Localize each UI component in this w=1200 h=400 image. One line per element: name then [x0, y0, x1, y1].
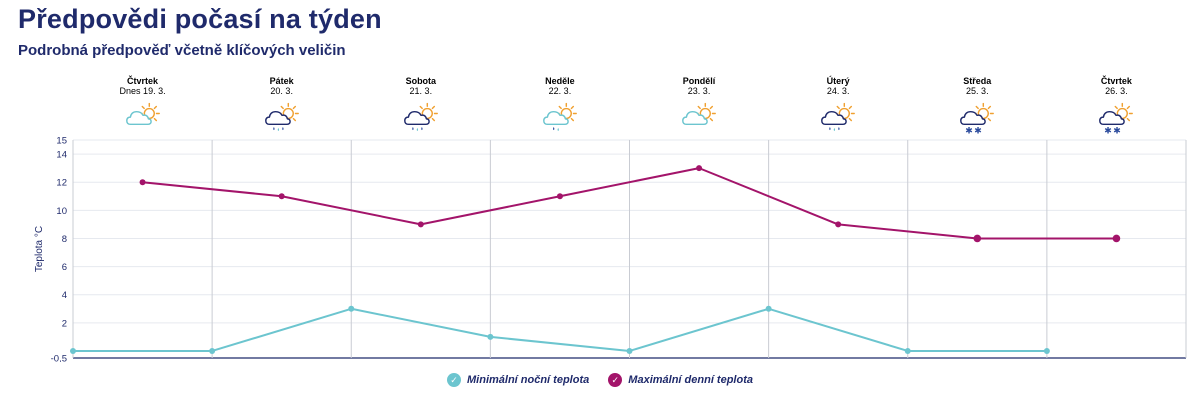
- y-tick-label: 12: [56, 178, 67, 189]
- page-title: Předpovědi počasí na týden: [18, 4, 382, 34]
- raindrops-icon: [552, 127, 559, 132]
- svg-text:✱: ✱: [975, 126, 983, 136]
- min-temp-point: [487, 333, 494, 340]
- max-temp-point: [139, 179, 146, 186]
- min-temp-point: [1043, 347, 1050, 354]
- day-name: Čtvrtek: [1100, 76, 1132, 86]
- day-date: 22. 3.: [548, 86, 572, 96]
- raindrops-icon: [272, 127, 284, 132]
- chart-legend: ✓ Minimální noční teplota ✓ Maximální de…: [0, 373, 1200, 387]
- snowflakes-icon: ✱ ✱: [1105, 126, 1122, 136]
- min-temp-point: [904, 347, 911, 354]
- max-temp-point: [696, 165, 703, 172]
- day-forecast[interactable]: Čtvrtek Dnes 19. 3.: [93, 76, 193, 136]
- y-tick-label: 2: [62, 318, 67, 329]
- day-name: Pátek: [269, 76, 294, 86]
- day-date: 26. 3.: [1105, 86, 1128, 96]
- legend-item-max[interactable]: ✓ Maximální denní teplota: [608, 373, 753, 387]
- svg-text:✱: ✱: [1105, 126, 1113, 136]
- temperature-chart: -0,5 2 4 6 8 10 12 14 15 Teplota °C: [34, 136, 1187, 363]
- cloud-icon: [403, 110, 430, 126]
- raindrops-icon: [829, 127, 840, 132]
- min-temp-point: [209, 347, 216, 354]
- min-temp-point: [626, 347, 633, 354]
- y-tick-label: 10: [56, 206, 67, 217]
- cloud-icon: [264, 110, 291, 126]
- cloud-icon: [125, 110, 152, 126]
- legend-check-icon: ✓: [447, 373, 461, 387]
- min-temp-point: [765, 305, 772, 312]
- cloud-icon: [543, 110, 569, 126]
- day-forecast[interactable]: Sobota 21. 3.: [371, 76, 471, 136]
- partly-cloudy-sun-icon: [125, 102, 160, 126]
- day-date: Dnes 19. 3.: [119, 86, 166, 96]
- day-forecast[interactable]: Úterý 24. 3.: [788, 76, 888, 136]
- svg-text:✱: ✱: [966, 126, 974, 136]
- y-axis-label: Teplota °C: [34, 226, 45, 272]
- max-temp-line: [142, 167, 1117, 240]
- day-name: Pondělí: [682, 76, 716, 86]
- min-temp-line: [73, 307, 1047, 352]
- day-forecast[interactable]: Pátek 20. 3.: [232, 76, 332, 136]
- cloud-icon: [821, 110, 848, 126]
- y-tick-label: 6: [62, 262, 67, 273]
- cloud-rain-sun-icon: [403, 102, 438, 132]
- min-temp-point: [348, 305, 355, 312]
- day-name: Sobota: [405, 76, 437, 86]
- y-tick-label: 14: [56, 150, 67, 161]
- y-tick-label: 15: [56, 136, 67, 147]
- day-forecast[interactable]: Neděle 22. 3.: [510, 76, 610, 136]
- day-forecast[interactable]: Středa 25. 3. ✱ ✱: [927, 76, 1027, 136]
- cloud-rain-sun-icon: [264, 102, 299, 132]
- min-temp-point: [70, 347, 76, 354]
- legend-label-min: Minimální noční teplota: [467, 374, 590, 386]
- cloud-icon: [960, 110, 987, 126]
- page-subtitle: Podrobná předpověď včetně klíčových veli…: [18, 42, 346, 59]
- day-name: Neděle: [545, 76, 575, 86]
- legend-label-max: Maximální denní teplota: [628, 374, 753, 386]
- raindrops-icon: [412, 127, 423, 132]
- day-name: Středa: [963, 76, 992, 86]
- light-cloud-rain-sun-icon: [543, 102, 577, 132]
- y-tick-label: -0,5: [51, 354, 67, 363]
- day-date: 24. 3.: [826, 86, 850, 96]
- cloud-rain-sun-icon: [821, 102, 856, 132]
- max-temp-point: [835, 221, 842, 228]
- day-name: Čtvrtek: [127, 76, 159, 86]
- legend-item-min[interactable]: ✓ Minimální noční teplota: [447, 373, 589, 387]
- partly-cloudy-sun-icon: [682, 102, 716, 126]
- max-temp-point: [973, 234, 982, 243]
- max-temp-point: [1112, 234, 1121, 243]
- day-date: 21. 3.: [409, 86, 433, 96]
- max-temp-point: [556, 193, 563, 200]
- y-tick-label: 8: [62, 234, 67, 245]
- legend-check-icon: ✓: [608, 373, 623, 387]
- day-date: 25. 3.: [966, 86, 989, 96]
- snowflakes-icon: ✱ ✱: [966, 126, 983, 136]
- max-temp-point: [278, 193, 285, 200]
- day-date: 23. 3.: [687, 86, 711, 96]
- day-date: 20. 3.: [270, 86, 293, 96]
- day-name: Úterý: [826, 76, 850, 86]
- day-forecast[interactable]: Čtvrtek 26. 3. ✱ ✱: [1066, 76, 1166, 136]
- max-temp-point: [417, 221, 424, 228]
- svg-text:✱: ✱: [1114, 126, 1122, 136]
- cloud-icon: [1099, 110, 1126, 126]
- cloud-icon: [682, 110, 708, 126]
- y-tick-label: 4: [62, 290, 67, 301]
- cloud-snow-sun-icon: ✱ ✱: [1099, 102, 1134, 136]
- day-forecast[interactable]: Pondělí 23. 3.: [649, 76, 749, 136]
- cloud-snow-sun-icon: ✱ ✱: [960, 102, 995, 136]
